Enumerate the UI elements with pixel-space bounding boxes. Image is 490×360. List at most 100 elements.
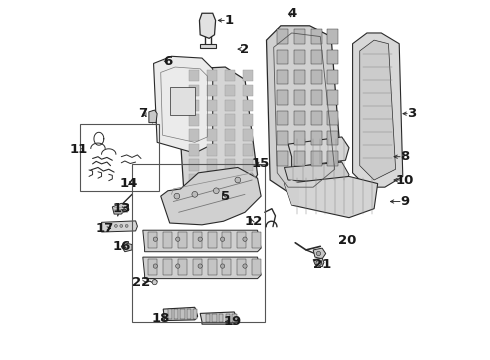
Bar	[178, 259, 187, 275]
Bar	[277, 30, 288, 44]
Bar	[237, 232, 246, 248]
Polygon shape	[288, 137, 349, 167]
Polygon shape	[199, 13, 216, 39]
Bar	[327, 90, 338, 105]
Text: 6: 6	[163, 55, 172, 68]
Text: 7: 7	[138, 107, 147, 120]
Bar	[252, 232, 261, 248]
Bar	[222, 232, 231, 248]
Text: 13: 13	[112, 202, 130, 215]
Bar	[168, 309, 172, 319]
Circle shape	[317, 251, 320, 256]
Polygon shape	[360, 40, 395, 180]
Circle shape	[243, 237, 247, 241]
Bar	[226, 314, 230, 322]
Polygon shape	[163, 307, 197, 320]
Polygon shape	[207, 114, 218, 126]
Polygon shape	[316, 260, 321, 266]
Bar	[311, 30, 321, 44]
Text: 22: 22	[132, 276, 150, 289]
Text: 1: 1	[224, 14, 233, 27]
Polygon shape	[225, 114, 235, 126]
Polygon shape	[207, 144, 218, 156]
Polygon shape	[243, 159, 253, 171]
Bar	[163, 259, 172, 275]
Bar	[200, 44, 216, 48]
Text: 18: 18	[151, 311, 170, 325]
Bar	[311, 90, 321, 105]
Circle shape	[192, 192, 197, 197]
Text: 16: 16	[112, 240, 130, 253]
Text: 20: 20	[338, 234, 356, 247]
Text: 19: 19	[223, 315, 242, 328]
Polygon shape	[243, 70, 253, 81]
Polygon shape	[207, 174, 218, 185]
Bar	[277, 70, 288, 84]
Text: 9: 9	[400, 195, 409, 208]
Bar	[174, 309, 178, 319]
Polygon shape	[143, 257, 261, 279]
Bar	[163, 232, 172, 248]
Polygon shape	[225, 129, 235, 141]
Polygon shape	[143, 230, 261, 252]
Circle shape	[115, 225, 117, 227]
Polygon shape	[285, 176, 378, 218]
Polygon shape	[161, 167, 261, 225]
Polygon shape	[225, 174, 235, 185]
Polygon shape	[243, 85, 253, 96]
Text: 21: 21	[313, 258, 331, 271]
Bar	[327, 30, 338, 44]
Polygon shape	[190, 114, 199, 126]
Polygon shape	[225, 70, 235, 81]
Polygon shape	[190, 85, 199, 96]
Circle shape	[198, 237, 202, 241]
Polygon shape	[285, 180, 299, 205]
Bar	[193, 259, 202, 275]
Bar	[294, 151, 305, 166]
Circle shape	[153, 237, 157, 241]
Text: 4: 4	[287, 7, 296, 20]
Bar	[212, 314, 217, 322]
Polygon shape	[190, 174, 199, 185]
Bar	[327, 131, 338, 145]
Bar	[180, 309, 185, 319]
Bar	[277, 90, 288, 105]
Text: 2: 2	[241, 42, 249, 55]
Polygon shape	[207, 159, 218, 171]
Bar	[187, 309, 191, 319]
Bar	[311, 70, 321, 84]
Bar	[311, 151, 321, 166]
Polygon shape	[313, 258, 324, 267]
Circle shape	[220, 264, 225, 268]
Polygon shape	[207, 100, 218, 111]
Polygon shape	[153, 56, 213, 153]
Text: 17: 17	[96, 222, 114, 235]
Polygon shape	[177, 67, 258, 202]
Text: 8: 8	[400, 150, 409, 163]
Bar	[311, 131, 321, 145]
Circle shape	[175, 264, 180, 268]
Polygon shape	[190, 100, 199, 111]
Bar	[148, 259, 157, 275]
Bar	[294, 90, 305, 105]
Bar	[327, 70, 338, 84]
Bar	[277, 111, 288, 125]
Polygon shape	[190, 129, 199, 141]
Circle shape	[175, 237, 180, 241]
Polygon shape	[243, 114, 253, 126]
Bar	[222, 259, 231, 275]
Bar	[294, 131, 305, 145]
Circle shape	[198, 264, 202, 268]
Bar	[311, 111, 321, 125]
Polygon shape	[207, 129, 218, 141]
Bar	[277, 131, 288, 145]
Polygon shape	[149, 110, 157, 123]
Polygon shape	[225, 159, 235, 171]
Bar	[232, 314, 237, 322]
Polygon shape	[267, 26, 342, 194]
Bar	[193, 232, 202, 248]
Polygon shape	[225, 85, 235, 96]
Bar	[311, 50, 321, 64]
Polygon shape	[190, 70, 199, 81]
Bar	[294, 50, 305, 64]
